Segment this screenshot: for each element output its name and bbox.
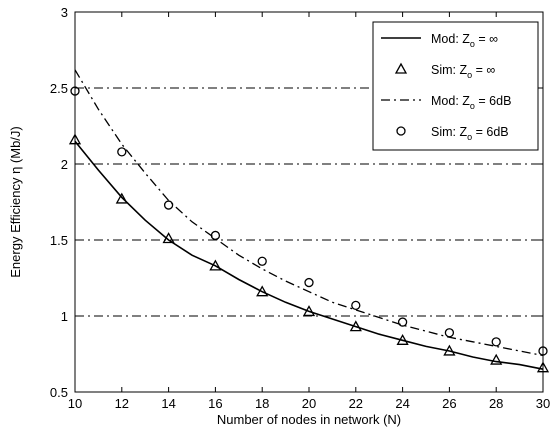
axis-ticks	[74, 11, 544, 393]
y-tick-labels: 0.5 1 1.5 2 2.5 3	[50, 5, 68, 400]
x-tick-label: 24	[395, 396, 409, 411]
data-point-series-1	[302, 305, 316, 317]
y-tick-label: 0.5	[50, 385, 68, 400]
y-tick-label: 2.5	[50, 81, 68, 96]
x-tick-label: 14	[161, 396, 175, 411]
data-point-series-1	[162, 232, 175, 244]
y-axis-label: Energy Efficiency η (Mb/J)	[8, 126, 23, 277]
x-tick-label: 28	[489, 396, 503, 411]
x-tick-label: 16	[208, 396, 222, 411]
data-point-series-1	[396, 333, 409, 345]
legend: Mod: Zo = ∞ Sim: Zo = ∞ Mod: Zo = 6dB Sim: …	[372, 21, 539, 151]
x-tick-label: 30	[536, 396, 550, 411]
x-tick-label: 10	[68, 396, 82, 411]
x-tick-label: 18	[255, 396, 269, 411]
series-lines	[74, 69, 544, 370]
data-point-series-1	[209, 259, 222, 271]
x-tick-label: 22	[349, 396, 363, 411]
data-point-series-3	[304, 277, 314, 288]
x-tick-label: 20	[302, 396, 316, 411]
data-point-series-3	[117, 147, 127, 157]
series-line-0	[74, 140, 544, 370]
data-point-series-3	[210, 230, 221, 241]
y-tick-label: 2	[61, 157, 68, 172]
legend-label: Mod: Zo = ∞	[431, 32, 498, 49]
y-tick-label: 3	[61, 5, 68, 20]
data-point-series-3	[397, 317, 408, 327]
data-point-series-3	[163, 200, 174, 210]
legend-swatch-marker	[394, 62, 408, 74]
x-tick-labels: 10 12 14 16 18 20 22 24 26 28 30	[68, 396, 550, 411]
legend-label: Mod: Zo = 6dB	[431, 94, 511, 111]
data-point-series-1	[256, 285, 269, 297]
series-markers	[68, 86, 550, 373]
legend-box	[372, 21, 539, 151]
x-axis-label: Number of nodes in network (N)	[217, 412, 401, 427]
data-point-series-1	[349, 320, 362, 332]
y-tick-label: 1.5	[50, 233, 68, 248]
data-point-series-1	[490, 353, 503, 365]
x-tick-label: 26	[442, 396, 456, 411]
data-point-series-3	[491, 337, 501, 347]
data-point-series-1	[443, 344, 456, 356]
series-line-2	[74, 69, 544, 357]
legend-label: Sim: Zo = ∞	[431, 63, 495, 80]
legend-swatch-marker	[396, 126, 406, 136]
data-point-series-3	[351, 300, 361, 311]
data-point-series-3	[257, 256, 267, 266]
legend-label: Sim: Zo = 6dB	[431, 125, 509, 142]
data-point-series-1	[115, 192, 128, 204]
y-tick-label: 1	[61, 309, 68, 324]
data-point-series-3	[444, 328, 455, 338]
x-tick-label: 12	[115, 396, 129, 411]
